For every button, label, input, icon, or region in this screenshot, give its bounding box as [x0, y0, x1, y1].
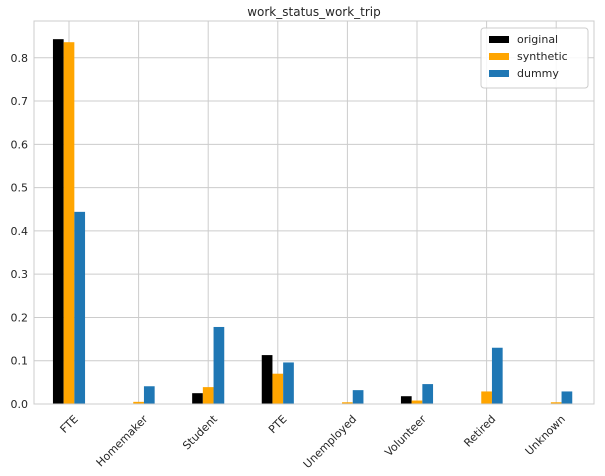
x-tick-label: PTE	[266, 413, 290, 437]
y-tick-label: 0.7	[11, 95, 29, 108]
legend: original synthetic dummy	[480, 27, 589, 89]
bar-original-fte	[52, 39, 64, 404]
bar-original-student	[192, 393, 203, 404]
bar-synthetic-unemployed	[342, 402, 353, 404]
bar-synthetic-unknown	[550, 402, 562, 404]
y-tick-label: 0.2	[11, 311, 29, 324]
bar-synthetic-homemaker	[133, 401, 144, 404]
chart-title: work_status_work_trip	[247, 5, 381, 19]
bar-synthetic-volunteer	[411, 400, 423, 404]
x-tick-label: Unemployed	[301, 413, 359, 471]
y-tick-label: 0.8	[11, 52, 29, 65]
x-tick-label: FTE	[58, 413, 81, 436]
bar-synthetic-pte	[272, 373, 284, 404]
legend-swatch-synthetic	[489, 53, 509, 60]
y-tick-label: 0.0	[11, 398, 29, 411]
legend-label-dummy: dummy	[517, 67, 559, 80]
x-tick-label: Volunteer	[382, 412, 429, 459]
legend-label-synthetic: synthetic	[517, 50, 568, 63]
y-tick-label: 0.3	[11, 268, 29, 281]
y-tick-labels: 0.0 0.1 0.2 0.3 0.4 0.5 0.6 0.7 0.8	[11, 52, 29, 411]
bar-original-volunteer	[400, 396, 412, 404]
y-tick-label: 0.5	[11, 182, 29, 195]
bars	[52, 39, 573, 404]
bar-dummy-unknown	[561, 391, 573, 404]
bar-synthetic-retired	[481, 391, 492, 404]
x-tick-label: Retired	[461, 413, 498, 450]
bar-synthetic-student	[202, 387, 214, 404]
bar-dummy-volunteer	[422, 384, 434, 404]
x-tick-label: Unknown	[523, 413, 568, 458]
x-tick-labels: FTE Homemaker Student PTE Unemployed Voluntee…	[58, 412, 568, 471]
bar-dummy-pte	[283, 362, 294, 404]
y-tick-label: 0.6	[11, 138, 29, 151]
bar-original-pte	[261, 355, 273, 404]
bar-dummy-student	[213, 326, 225, 404]
bar-dummy-fte	[74, 211, 86, 404]
bar-synthetic-fte	[63, 42, 75, 404]
legend-swatch-dummy	[489, 70, 509, 77]
bar-dummy-unemployed	[352, 390, 364, 404]
x-tick-label: Homemaker	[94, 412, 151, 469]
legend-swatch-original	[489, 36, 509, 43]
plot-frame	[33, 20, 595, 405]
y-tick-label: 0.4	[11, 225, 29, 238]
bar-dummy-retired	[491, 347, 503, 404]
bar-dummy-homemaker	[143, 386, 155, 404]
legend-label-original: original	[517, 33, 558, 46]
x-tick-label: Student	[180, 412, 220, 452]
y-tick-label: 0.1	[11, 355, 29, 368]
